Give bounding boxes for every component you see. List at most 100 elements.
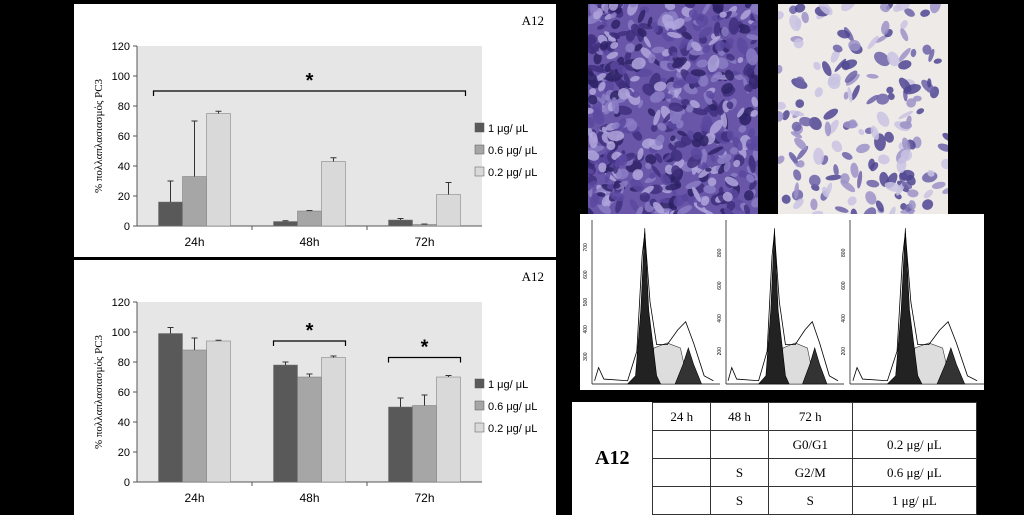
cell <box>726 130 735 141</box>
phase-summary-table-panel: A12 24 h 48 h 72 h G0/G1 0.2 μg/ μL S G2… <box>572 402 978 515</box>
cell <box>730 172 738 178</box>
legend-swatch <box>474 378 485 389</box>
cell <box>634 43 643 52</box>
cell <box>686 39 694 51</box>
cell <box>841 152 853 160</box>
cell <box>830 49 840 63</box>
cell <box>703 185 717 194</box>
cell <box>823 108 839 120</box>
cell <box>588 131 598 149</box>
cell <box>778 155 785 164</box>
cell <box>874 51 890 67</box>
cell <box>615 168 629 180</box>
table-cell: G0/G1 <box>767 430 853 459</box>
cell <box>920 9 931 17</box>
y-tick-label: 0 <box>124 477 130 489</box>
bar <box>158 201 183 227</box>
cell <box>625 43 635 53</box>
cell <box>670 149 683 162</box>
cell <box>637 9 646 24</box>
bar <box>206 340 231 483</box>
cell <box>726 53 735 61</box>
cell <box>689 99 700 109</box>
cell <box>903 84 921 95</box>
cell <box>671 18 685 30</box>
cell <box>887 51 900 67</box>
table-cell: 0.6 μg/ μL <box>851 458 978 487</box>
cell <box>707 146 724 155</box>
cell <box>598 162 607 173</box>
legend-label: 0.2 μg/ μL <box>488 423 537 435</box>
cell <box>750 38 757 45</box>
cell <box>703 92 713 106</box>
table-cell: 0.2 μg/ μL <box>851 430 978 459</box>
cell <box>795 99 805 108</box>
cell <box>737 57 744 64</box>
cell <box>705 167 712 172</box>
cell <box>724 10 732 19</box>
cell <box>588 168 594 174</box>
flow-g2-peak <box>802 346 828 385</box>
cell <box>604 31 617 42</box>
cell <box>674 141 687 148</box>
cell <box>740 9 751 20</box>
micrograph-treated <box>778 4 948 216</box>
cell <box>635 68 653 78</box>
cell <box>593 52 602 65</box>
cell <box>734 74 744 81</box>
bar-chart-panel-bottom: 0 20 40 60 80 100 120 % πολλαπλασιασμός PC3 A12 2… <box>74 260 556 515</box>
cell <box>599 12 608 28</box>
cell <box>690 69 706 77</box>
flow-tick-label: 400 <box>717 314 723 323</box>
bar <box>436 376 461 483</box>
cell <box>667 31 682 39</box>
cell <box>631 57 646 70</box>
y-tick-label: 100 <box>112 327 130 339</box>
table-row: G0/G1 0.2 μg/ μL <box>572 430 978 459</box>
cell <box>942 187 948 195</box>
cell <box>588 117 595 129</box>
table-cell <box>652 458 712 487</box>
flow-cytometry-histograms: 300 400 500 600 700 200 400 600 800 200 400 600 800 <box>583 220 984 385</box>
cell <box>712 4 724 13</box>
cell <box>900 28 909 42</box>
cell <box>886 86 894 94</box>
table-cell: S <box>767 486 853 515</box>
cell <box>942 132 948 142</box>
cell <box>834 206 849 213</box>
cell <box>933 58 942 64</box>
flow-envelope <box>727 233 839 382</box>
cell <box>898 60 912 70</box>
x-tick-label: 48h <box>299 235 319 249</box>
cell <box>793 198 804 210</box>
cell <box>611 122 620 130</box>
micrograph-control-cells <box>588 4 758 216</box>
cell <box>713 21 721 37</box>
cell <box>695 13 709 27</box>
cell <box>746 143 758 152</box>
cell <box>614 118 627 132</box>
cell <box>647 108 656 117</box>
bar <box>297 376 322 483</box>
cell <box>913 95 922 102</box>
cell <box>647 16 653 28</box>
cell <box>610 60 619 71</box>
cell <box>840 173 850 184</box>
cell <box>746 174 755 183</box>
flow-tick-label: 400 <box>841 314 847 323</box>
cell <box>866 73 879 79</box>
cell <box>941 158 948 170</box>
table-cell: S <box>710 458 769 487</box>
cell <box>608 4 619 11</box>
table-cell <box>652 430 712 459</box>
flow-g2-peak <box>936 346 966 385</box>
cell <box>678 36 690 50</box>
cell <box>655 153 663 164</box>
bar <box>158 333 183 483</box>
cell <box>827 76 841 90</box>
cell <box>649 91 665 103</box>
table-row: S G2/M 0.6 μg/ μL <box>572 458 978 487</box>
cell <box>751 197 758 208</box>
cell <box>690 147 703 160</box>
cell <box>733 159 741 168</box>
